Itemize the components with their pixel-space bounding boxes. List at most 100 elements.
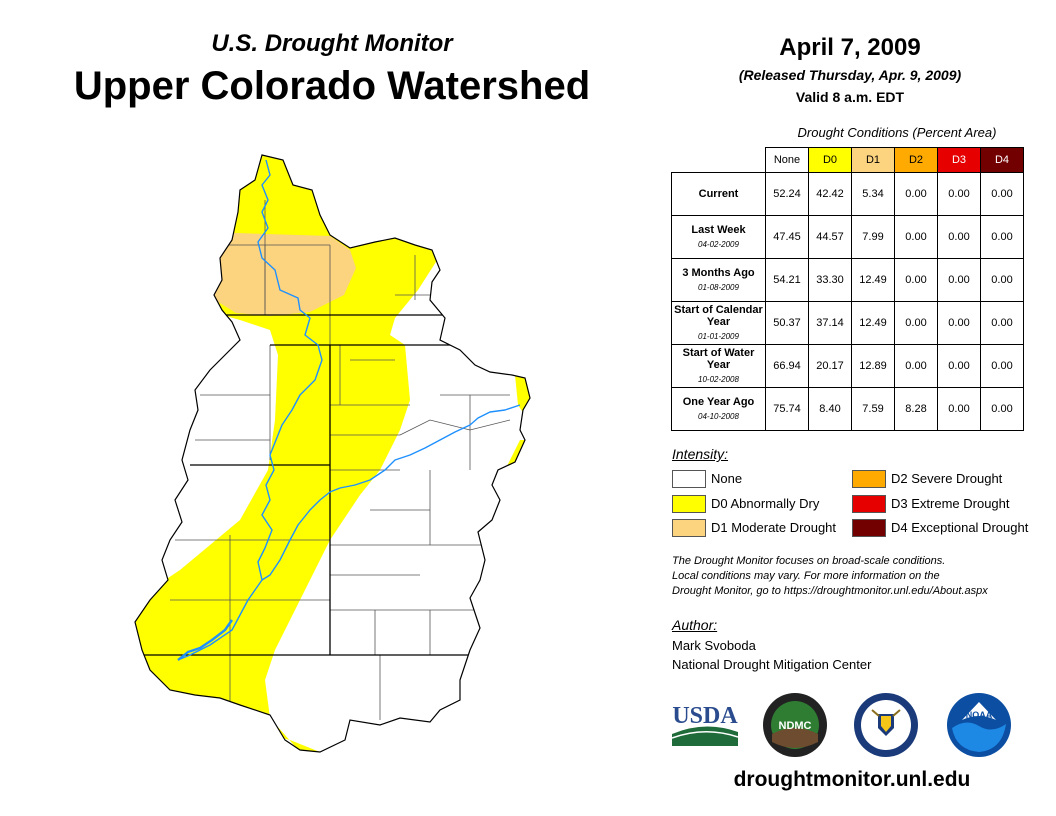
col-header-d3: D3 bbox=[937, 147, 981, 173]
row-date: 04-02-2009 bbox=[698, 239, 739, 249]
drought-conditions-table: None D0 D1 D2 D3 D4 Current 52.24 42.42 5.3… bbox=[671, 147, 1024, 431]
row-label: 3 Months Ago 01-08-2009 bbox=[671, 258, 766, 302]
table-row: Last Week 04-02-2009 47.45 44.57 7.99 0.00 0.0… bbox=[671, 215, 1024, 259]
table-cell: 42.42 bbox=[808, 172, 852, 216]
col-header-d4: D4 bbox=[980, 147, 1024, 173]
website-url[interactable]: droughtmonitor.unl.edu bbox=[733, 768, 971, 791]
row-date: 04-10-2008 bbox=[698, 411, 739, 421]
row-label-text: 3 Months Ago bbox=[682, 266, 755, 279]
commerce-seal-logo bbox=[854, 693, 918, 757]
table-cell: 0.00 bbox=[894, 172, 938, 216]
valid-time: Valid 8 a.m. EDT bbox=[795, 89, 905, 105]
green-river bbox=[177, 159, 323, 661]
table-cell: 8.28 bbox=[894, 387, 938, 431]
row-label-text: Last Week bbox=[691, 223, 746, 236]
table-cell: 44.57 bbox=[808, 215, 852, 259]
table-cell: 12.49 bbox=[851, 258, 895, 302]
legend-label-d2: D2 Severe Drought bbox=[891, 471, 1003, 486]
note-line-1: The Drought Monitor focuses on broad-sca… bbox=[672, 555, 946, 567]
table-cell: 0.00 bbox=[894, 344, 938, 388]
usda-logo: USDA bbox=[671, 703, 738, 746]
table-cell: 0.00 bbox=[937, 172, 981, 216]
drought-map bbox=[134, 154, 531, 753]
legend-label-d4: D4 Exceptional Drought bbox=[891, 520, 1029, 535]
noaa-logo-text: NOAA bbox=[966, 710, 993, 720]
table-cell: 0.00 bbox=[980, 387, 1024, 431]
row-label-text: Current bbox=[698, 188, 739, 200]
lake-powell bbox=[177, 619, 233, 661]
row-label: Start of Water Year 10-02-2008 bbox=[671, 344, 766, 388]
drought-area-d1 bbox=[205, 232, 356, 316]
table-cell: 0.00 bbox=[937, 258, 981, 302]
map-title: Upper Colorado Watershed bbox=[73, 64, 591, 108]
colorado-river bbox=[261, 404, 521, 581]
legend-label-none: None bbox=[711, 471, 743, 486]
table-caption: Drought Conditions (Percent Area) bbox=[797, 125, 997, 140]
table-cell: 0.00 bbox=[980, 172, 1024, 216]
legend-title: Intensity: bbox=[672, 446, 729, 462]
col-header-d2: D2 bbox=[894, 147, 938, 173]
map-date: April 7, 2009 bbox=[779, 34, 921, 61]
table-cell: 47.45 bbox=[765, 215, 809, 259]
release-date: (Released Thursday, Apr. 9, 2009) bbox=[738, 67, 962, 83]
state-lines bbox=[135, 314, 500, 656]
author-org: National Drought Mitigation Center bbox=[672, 657, 872, 672]
row-date: 01-08-2009 bbox=[698, 282, 739, 292]
col-header-d0: D0 bbox=[808, 147, 852, 173]
table-cell: 7.59 bbox=[851, 387, 895, 431]
table-cell: 52.24 bbox=[765, 172, 809, 216]
legend-label-d1: D1 Moderate Drought bbox=[711, 520, 837, 535]
usda-logo-text: USDA bbox=[672, 703, 738, 729]
table-cell: 37.14 bbox=[808, 301, 852, 345]
table-cell: 75.74 bbox=[765, 387, 809, 431]
col-header-none: None bbox=[765, 147, 809, 173]
author-title: Author: bbox=[672, 617, 718, 633]
legend-swatch-none bbox=[672, 470, 706, 488]
row-label: Last Week 04-02-2009 bbox=[671, 215, 766, 259]
table-cell: 0.00 bbox=[937, 387, 981, 431]
table-row: Current 52.24 42.42 5.34 0.00 0.00 0.00 bbox=[671, 172, 1024, 216]
table-cell: 0.00 bbox=[894, 301, 938, 345]
table-cell: 20.17 bbox=[808, 344, 852, 388]
disclaimer-note: The Drought Monitor focuses on broad-sca… bbox=[672, 554, 1042, 599]
legend-swatch-d0 bbox=[672, 495, 706, 513]
table-cell: 33.30 bbox=[808, 258, 852, 302]
table-row: Start of Water Year 10-02-2008 66.94 20.17 1… bbox=[671, 344, 1024, 388]
table-cell: 7.99 bbox=[851, 215, 895, 259]
table-corner bbox=[672, 148, 766, 173]
table-body: Current 52.24 42.42 5.34 0.00 0.00 0.00 Last We… bbox=[671, 172, 1024, 431]
row-label: Start of Calendar Year 01-01-2009 bbox=[671, 301, 766, 345]
note-line-3: Drought Monitor, go to https://droughtmo… bbox=[672, 585, 988, 597]
legend-label-d0: D0 Abnormally Dry bbox=[711, 496, 820, 511]
basin-outline bbox=[134, 154, 531, 753]
table-cell: 0.00 bbox=[937, 344, 981, 388]
table-cell: 66.94 bbox=[765, 344, 809, 388]
noaa-logo: NOAA bbox=[947, 693, 1011, 757]
legend-swatch-d2 bbox=[852, 470, 886, 488]
table-cell: 0.00 bbox=[980, 301, 1024, 345]
row-label-text: One Year Ago bbox=[682, 395, 755, 408]
ndmc-logo-text: NDMC bbox=[779, 720, 812, 732]
table-cell: 0.00 bbox=[937, 215, 981, 259]
row-label: One Year Ago 04-10-2008 bbox=[671, 387, 766, 431]
table-cell: 54.21 bbox=[765, 258, 809, 302]
row-label-text: Start of Calendar Year bbox=[674, 303, 763, 328]
col-header-d1: D1 bbox=[851, 147, 895, 173]
table-cell: 12.89 bbox=[851, 344, 895, 388]
legend-swatch-d3 bbox=[852, 495, 886, 513]
row-label-text: Start of Water Year bbox=[682, 346, 755, 371]
table-cell: 0.00 bbox=[894, 258, 938, 302]
table-row: Start of Calendar Year 01-01-2009 50.37 37.… bbox=[671, 301, 1024, 345]
rivers bbox=[177, 159, 521, 661]
legend-swatch-d1 bbox=[672, 519, 706, 537]
table-row: One Year Ago 04-10-2008 75.74 8.40 7.59 8.28 0… bbox=[671, 387, 1024, 431]
author-name: Mark Svoboda bbox=[672, 638, 756, 653]
table-cell: 0.00 bbox=[980, 215, 1024, 259]
table-header-row: None D0 D1 D2 D3 D4 bbox=[672, 147, 1024, 173]
row-label: Current bbox=[671, 172, 766, 216]
table-cell: 0.00 bbox=[937, 301, 981, 345]
table-cell: 8.40 bbox=[808, 387, 852, 431]
table-cell: 12.49 bbox=[851, 301, 895, 345]
row-date: 01-01-2009 bbox=[698, 331, 739, 341]
drought-area-d0-east bbox=[515, 375, 530, 420]
